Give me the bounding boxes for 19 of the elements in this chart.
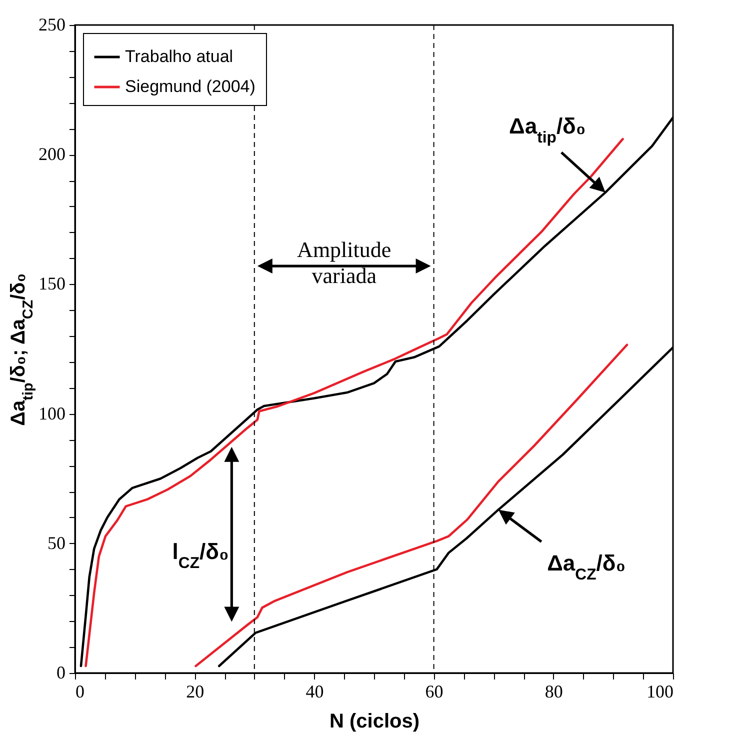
y-tick-label: 0 bbox=[56, 662, 66, 682]
x-tick-label: 0 bbox=[76, 682, 84, 702]
x-tick-label: 100 bbox=[646, 682, 674, 702]
x-tick-label: 20 bbox=[186, 682, 204, 702]
annotation: Δa$_{tip}$/δ₀ bbox=[509, 113, 586, 146]
y-tick-label: 150 bbox=[38, 274, 66, 294]
legend-label: Trabalho atual bbox=[125, 47, 234, 66]
y-tick-label: 50 bbox=[48, 532, 66, 553]
x-tick-label: 60 bbox=[425, 682, 444, 702]
annotation: Amplitude variada bbox=[297, 236, 392, 288]
annotation: l$_{CZ}$/δ₀ bbox=[172, 538, 229, 572]
y-tick-label: 250 bbox=[38, 14, 66, 34]
x-tick-label: 40 bbox=[306, 682, 324, 702]
y-tick-label: 200 bbox=[38, 144, 66, 164]
annotation: Δa$_{CZ}$/δ₀ bbox=[547, 550, 626, 584]
y-tick-label: 100 bbox=[38, 403, 66, 424]
x-tick-label: 80 bbox=[544, 682, 563, 702]
x-axis-title: N (ciclos) bbox=[329, 710, 420, 732]
legend-label: Siegmund (2004) bbox=[125, 77, 256, 96]
